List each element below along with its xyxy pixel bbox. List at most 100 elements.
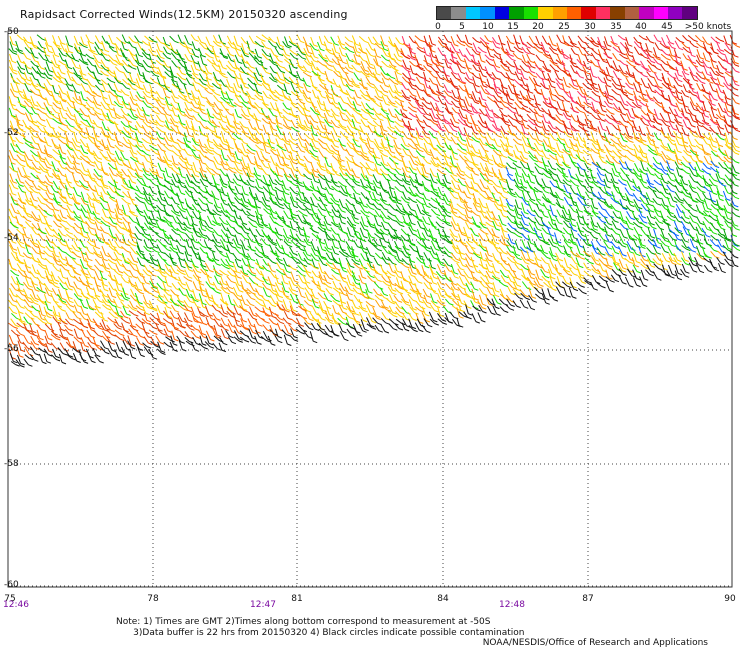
wind-barb <box>73 126 79 132</box>
wind-barb <box>282 72 287 83</box>
wind-barb-flag <box>236 161 241 165</box>
wind-barb-flag <box>306 84 311 88</box>
wind-barb <box>57 84 64 94</box>
wind-barb-flag <box>419 46 424 50</box>
wind-barb <box>646 71 651 77</box>
wind-barb <box>288 112 295 117</box>
wind-barb-flag <box>505 65 510 68</box>
wind-barb-flag <box>418 137 424 141</box>
wind-barb <box>44 54 50 62</box>
wind-barb-flag <box>13 170 18 173</box>
wind-barb-flag <box>272 45 278 48</box>
wind-barb <box>340 76 344 86</box>
wind-barb-flag <box>34 46 39 50</box>
wind-barb-flag <box>369 82 375 86</box>
wind-barb <box>673 49 678 57</box>
wind-barb-flag <box>510 42 515 45</box>
wind-barb-flag <box>412 110 417 113</box>
wind-barb-flag <box>631 64 636 68</box>
wind-barb-flag <box>209 44 215 48</box>
wind-barb <box>436 113 441 121</box>
wind-barb-flag <box>159 124 164 128</box>
wind-barb <box>414 40 420 48</box>
wind-barb <box>332 113 337 121</box>
wind-barb-flag <box>258 106 263 110</box>
wind-barb <box>583 88 588 97</box>
wind-barb <box>429 112 435 121</box>
wind-barb <box>108 46 114 52</box>
colorbar-label: 20 <box>532 22 544 32</box>
wind-barb <box>254 102 260 108</box>
colorbar-swatch <box>595 7 611 19</box>
wind-barb-flag <box>91 153 96 157</box>
wind-barb-flag <box>329 125 334 128</box>
wind-barb <box>486 96 494 102</box>
wind-barb <box>451 113 456 123</box>
wind-barb-flag <box>362 51 367 55</box>
wind-barb <box>681 42 687 48</box>
wind-barb-flag <box>99 118 104 121</box>
wind-barb-flag <box>566 118 571 121</box>
wind-barb <box>561 82 566 92</box>
wind-barb-flag <box>546 102 551 105</box>
wind-barb <box>72 96 79 104</box>
wind-barb-flag <box>343 84 348 87</box>
wind-barb <box>351 78 356 85</box>
wind-barb <box>100 59 106 68</box>
wind-barb <box>24 82 29 92</box>
wind-barb-flag <box>132 88 137 91</box>
wind-barb-flag <box>621 113 627 116</box>
colorbar-swatch <box>480 7 495 19</box>
wind-barb <box>260 76 267 85</box>
wind-barb <box>435 106 440 115</box>
wind-barb <box>351 64 358 72</box>
wind-barb <box>365 60 371 68</box>
wind-barb-flag <box>97 61 102 64</box>
wind-barb <box>702 94 709 100</box>
wind-barb <box>127 113 133 119</box>
wind-barb <box>29 89 36 95</box>
wind-barb <box>715 36 721 41</box>
wind-barb <box>401 89 407 98</box>
wind-barb <box>653 77 659 87</box>
wind-barb-flag <box>344 71 349 75</box>
wind-barb-flag <box>168 166 174 169</box>
wind-barb-flag <box>376 156 381 160</box>
wind-barb-flag <box>411 58 417 61</box>
wind-barb <box>290 107 294 116</box>
colorbar-swatch <box>566 7 582 19</box>
wind-barb <box>65 161 71 169</box>
wind-barb <box>682 53 687 60</box>
wind-barb-flag <box>427 151 432 154</box>
wind-barb <box>715 40 721 51</box>
wind-barb-flag <box>147 121 152 124</box>
wind-barb <box>15 136 20 143</box>
wind-barb <box>449 58 456 64</box>
wind-barb <box>415 127 420 136</box>
wind-barb-flag <box>69 148 75 151</box>
wind-barb <box>107 126 112 134</box>
wind-barb-flag <box>403 109 408 112</box>
wind-barb <box>233 35 238 46</box>
wind-barb <box>512 132 519 140</box>
wind-barb <box>274 54 280 61</box>
wind-barb-flag <box>642 160 648 163</box>
wind-barb <box>135 94 140 101</box>
wind-barb-flag <box>67 66 73 70</box>
wind-barb-flag <box>377 163 382 167</box>
wind-barb <box>106 102 111 110</box>
wind-barb-flag <box>600 156 605 159</box>
wind-barb <box>332 78 338 87</box>
wind-barb <box>10 82 15 92</box>
wind-barb <box>177 102 182 112</box>
wind-barb <box>190 120 195 130</box>
wind-barb <box>120 108 126 115</box>
wind-barb-flag <box>539 166 544 170</box>
wind-barb-flag <box>146 91 151 94</box>
wind-barb <box>625 70 631 77</box>
wind-barb-flag <box>27 67 32 70</box>
wind-barb-flag <box>615 142 620 145</box>
wind-barb <box>661 156 666 163</box>
wind-barb <box>141 106 147 115</box>
wind-barb <box>612 60 618 70</box>
